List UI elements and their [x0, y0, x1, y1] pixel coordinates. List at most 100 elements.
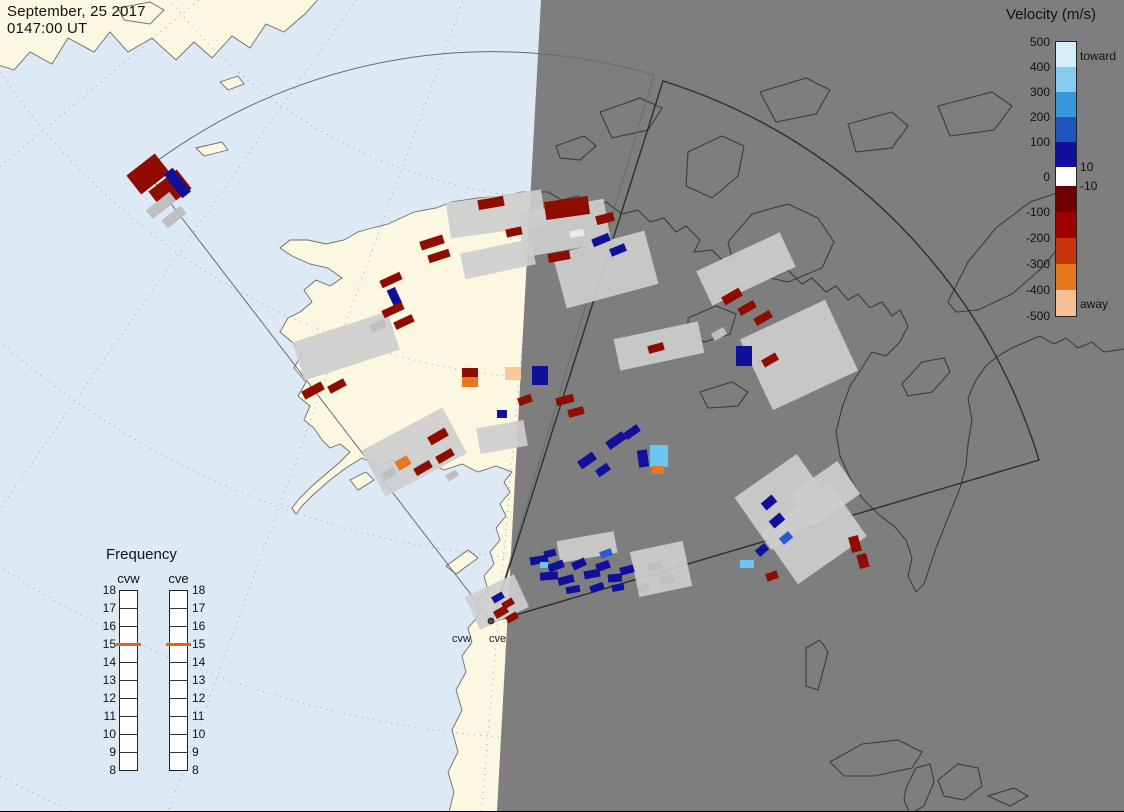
frequency-ladder-line — [170, 608, 187, 609]
velocity-cell — [557, 574, 575, 586]
frequency-ladder-line — [170, 662, 187, 663]
velocity-cell — [570, 557, 588, 571]
coastline-chukotka — [0, 0, 319, 71]
frequency-column-header: cve — [168, 571, 189, 586]
frequency-ladder-line — [120, 698, 137, 699]
colorbar-segment-away — [1056, 212, 1076, 238]
frequency-tick-label: 9 — [109, 745, 116, 759]
lake-huron — [937, 763, 983, 801]
velocity-cell — [652, 466, 664, 474]
velocity-cell — [856, 552, 870, 570]
frequency-ladder-line — [170, 680, 187, 681]
velocity-cell — [161, 205, 187, 229]
frequency-tick-label: 15 — [192, 637, 206, 651]
island-arctic-1 — [599, 97, 663, 139]
frequency-tick-label: 18 — [102, 583, 116, 597]
frequency-tick-label: 12 — [102, 691, 116, 705]
radar-label-cve: cve — [489, 633, 507, 645]
colorbar-title: Velocity (m/s) — [1006, 6, 1097, 23]
velocity-cell — [394, 455, 412, 471]
velocity-cell — [611, 583, 625, 592]
velocity-cell — [737, 300, 757, 316]
radar-label-cvw: cvw — [452, 633, 471, 645]
colorbar-segment-zero — [1056, 167, 1076, 186]
velocity-cell — [619, 564, 635, 576]
frequency-ladder — [119, 590, 138, 771]
colorbar-segment-away — [1056, 186, 1076, 212]
island-arctic-3 — [847, 111, 909, 153]
frequency-tick-label: 10 — [102, 727, 116, 741]
colorbar-segment-away — [1056, 264, 1076, 290]
velocity-cell — [491, 591, 505, 604]
frequency-ladder-line — [170, 698, 187, 699]
velocity-cell — [445, 469, 459, 482]
velocity-cell — [761, 352, 779, 368]
frequency-tick-label: 14 — [192, 655, 206, 669]
colorbar-segment-away — [1056, 238, 1076, 264]
island-southampton — [901, 357, 951, 397]
velocity-cell — [413, 460, 433, 476]
island-arctic-5 — [555, 135, 597, 161]
velocity-cell — [764, 570, 780, 582]
frequency-ladder-line — [120, 680, 137, 681]
date-text: September, 25 2017 — [7, 3, 146, 20]
velocity-cell — [609, 243, 627, 257]
velocity-cell — [623, 424, 641, 440]
colorbar-tick-label: 10 — [1080, 160, 1094, 174]
frequency-legend: Frequency cvw cve 18 17 16 15 14 13 12 11 10 9 8 18 17… — [88, 546, 248, 796]
velocity-cell — [543, 548, 557, 559]
velocity-cell — [647, 342, 665, 354]
frequency-tick-label: 13 — [102, 673, 116, 687]
frequency-tick-label: 15 — [102, 637, 116, 651]
velocity-cell — [595, 559, 611, 573]
frequency-ladder-line — [120, 626, 137, 627]
velocity-cell — [540, 562, 548, 568]
velocity-cell — [555, 393, 575, 407]
velocity-cell — [477, 195, 505, 211]
colorbar-tick-label: -400 — [1025, 283, 1050, 297]
velocity-cell — [427, 427, 449, 446]
colorbar-tick-label: -300 — [1025, 257, 1050, 271]
velocity-cell — [636, 449, 650, 468]
velocity-cell — [505, 226, 523, 238]
velocity-cell — [547, 559, 565, 573]
velocity-cell — [607, 573, 623, 583]
colorbar-tick-label: -10 — [1080, 179, 1098, 193]
velocity-cell — [145, 191, 177, 220]
velocity-cell — [778, 531, 794, 545]
velocity-colorbar: Velocity (m/s) 500 400 300 200 100 0 -100 -200 -… — [1000, 6, 1124, 336]
velocity-cell — [386, 286, 403, 308]
island-arctic-4 — [937, 91, 1013, 137]
velocity-cell — [768, 512, 786, 529]
island-arctic-2 — [759, 77, 831, 123]
frequency-tick-label: 16 — [192, 619, 206, 633]
colorbar-tick-label: 0 — [1043, 169, 1050, 184]
velocity-cell — [740, 560, 754, 568]
velocity-cell — [462, 377, 478, 387]
lake-great-slave — [699, 381, 749, 409]
velocity-cell — [565, 584, 581, 595]
frequency-ladder-line — [120, 608, 137, 609]
frequency-tick-label: 13 — [192, 673, 206, 687]
ground-scatter-patch — [696, 232, 796, 306]
velocity-cell — [637, 582, 651, 593]
frequency-marker — [116, 643, 141, 646]
velocity-cell — [591, 232, 611, 248]
frequency-ladder-line — [120, 734, 137, 735]
colorbar-tick-label: 300 — [1029, 85, 1050, 99]
frequency-tick-label: 8 — [109, 763, 116, 777]
velocity-cell — [427, 248, 451, 264]
frequency-tick-label: 17 — [192, 601, 206, 615]
velocity-cell — [505, 611, 519, 624]
velocity-cell — [393, 314, 415, 330]
frequency-tick-label: 14 — [102, 655, 116, 669]
frequency-ladder-line — [170, 626, 187, 627]
frequency-ladder-line — [170, 716, 187, 717]
frequency-title: Frequency — [106, 546, 177, 563]
ground-scatter-patch — [460, 238, 536, 280]
radar-site-dot — [487, 617, 495, 625]
colorbar-tick-label: 400 — [1029, 60, 1050, 74]
velocity-cell — [848, 534, 862, 554]
velocity-cell — [505, 367, 521, 380]
